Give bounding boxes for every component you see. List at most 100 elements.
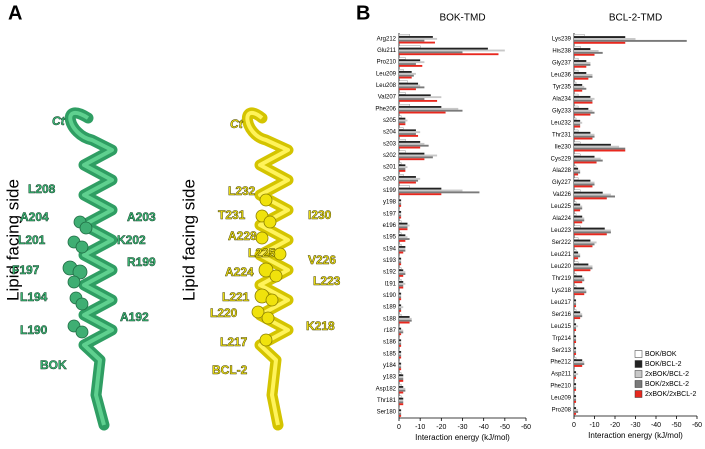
x-tick-label: -30 — [630, 422, 640, 429]
bar — [399, 282, 406, 285]
bar — [574, 38, 636, 40]
bar — [574, 75, 593, 78]
bar — [574, 87, 587, 90]
bar — [399, 37, 438, 40]
bar — [574, 119, 581, 122]
bar — [399, 204, 402, 207]
bar — [574, 287, 585, 290]
bar — [574, 113, 591, 116]
bar — [574, 337, 577, 340]
bar — [399, 158, 425, 161]
bar — [399, 98, 425, 100]
y-tick-label: His238 — [552, 49, 571, 55]
bar — [574, 41, 626, 44]
y-tick-label: y184 — [383, 363, 397, 369]
bar — [399, 121, 406, 124]
bar — [399, 389, 406, 392]
bar — [574, 65, 587, 68]
bar — [574, 161, 597, 164]
bar — [574, 149, 626, 152]
bar — [398, 232, 402, 235]
bar — [399, 376, 404, 379]
bar — [399, 59, 421, 62]
x-tick-label: -50 — [671, 422, 681, 429]
x-tick-label: -10 — [589, 422, 599, 429]
bar — [398, 384, 402, 387]
bar — [574, 89, 583, 92]
bar — [399, 236, 408, 239]
chart-title: BOK-TMD — [439, 13, 485, 24]
bar — [398, 395, 402, 398]
bar — [399, 211, 402, 213]
bar — [574, 410, 579, 413]
bar — [399, 177, 421, 180]
bar — [574, 341, 577, 343]
bar — [399, 76, 412, 79]
y-tick-label: Leu220 — [551, 264, 572, 270]
bar — [574, 157, 601, 160]
bar — [574, 173, 579, 176]
y-tick-label: s189 — [383, 305, 397, 311]
y-tick-label: Leu208 — [376, 83, 397, 89]
bar — [399, 409, 402, 412]
bar — [574, 375, 577, 377]
residue-label: L190 — [20, 323, 48, 337]
side-label: Lipid facing side — [179, 179, 198, 301]
bar — [399, 216, 402, 219]
x-tick-label: -50 — [500, 424, 510, 431]
legend-swatch — [634, 360, 643, 368]
bar — [399, 164, 406, 167]
bar — [399, 49, 505, 52]
bar — [574, 365, 583, 367]
y-tick-label: Phe212 — [550, 360, 571, 366]
bar — [574, 217, 585, 220]
x-tick-label: -20 — [436, 424, 446, 431]
bar — [574, 359, 583, 362]
bar — [399, 274, 404, 277]
bar — [399, 413, 402, 415]
bar — [574, 99, 593, 102]
bar — [399, 292, 402, 295]
bar — [399, 156, 433, 159]
bar — [574, 329, 577, 332]
bar — [399, 234, 406, 237]
bar — [574, 263, 589, 266]
bcl2-spheres — [251, 193, 287, 347]
bar — [399, 378, 404, 380]
y-tick-label: s195 — [383, 235, 397, 241]
bar — [573, 249, 577, 252]
y-tick-label: Trp214 — [552, 336, 571, 342]
bar — [573, 117, 577, 121]
bar — [573, 309, 577, 312]
bar — [574, 407, 577, 410]
bar — [399, 259, 402, 262]
y-tick-label: Pro210 — [377, 60, 397, 66]
y-tick-label: Pro208 — [552, 408, 572, 414]
bar — [574, 209, 581, 212]
bar — [399, 133, 416, 135]
residue-label: A192 — [120, 310, 149, 324]
legend-swatch — [634, 380, 643, 388]
y-tick-label: Tyr235 — [553, 84, 572, 90]
bar — [398, 127, 404, 130]
residue-label: A203 — [127, 210, 156, 224]
bar — [399, 119, 408, 122]
x-axis-label: Interaction energy (kJ/mol) — [415, 433, 510, 442]
y-tick-label: Leu236 — [551, 72, 572, 78]
bar — [574, 111, 595, 114]
bar — [399, 308, 402, 310]
bar — [399, 187, 442, 190]
bar — [399, 189, 463, 192]
bar — [574, 363, 585, 366]
x-tick-label: 0 — [397, 424, 401, 431]
bar — [573, 357, 577, 360]
bar — [574, 72, 587, 74]
y-tick-label: s188 — [383, 316, 397, 322]
residue-label: L208 — [28, 182, 56, 196]
x-tick-label: -60 — [692, 422, 702, 429]
bar — [573, 57, 579, 61]
bar — [574, 73, 593, 76]
bar — [574, 388, 577, 391]
bar — [574, 77, 589, 80]
bar — [398, 69, 404, 72]
